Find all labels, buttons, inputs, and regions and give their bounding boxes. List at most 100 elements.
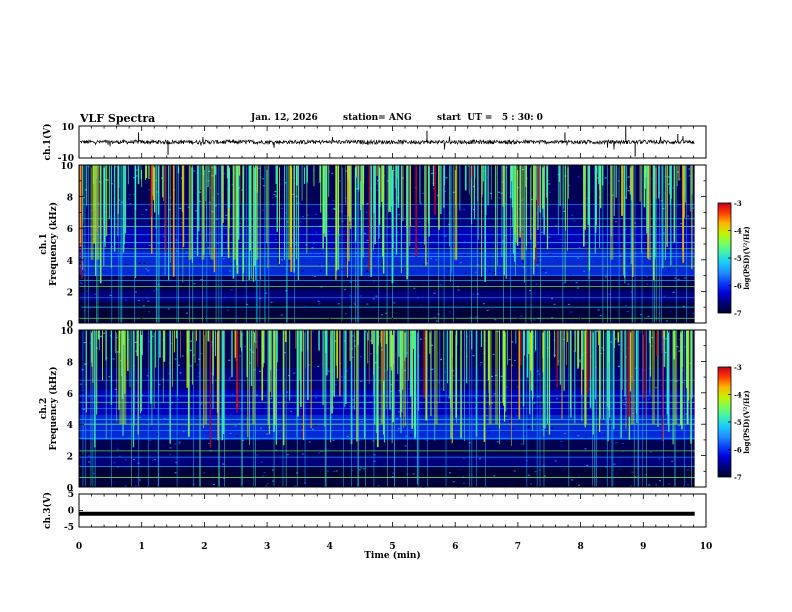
noise-pixel (549, 427, 552, 429)
noise-pixel (107, 470, 110, 472)
noise-pixel (189, 290, 192, 292)
noise-pixel (194, 481, 197, 484)
noise-pixel (265, 485, 268, 487)
noise-pixel (594, 366, 597, 368)
noise-pixel (372, 298, 375, 300)
noise-pixel (472, 297, 475, 299)
noise-pixel (92, 458, 95, 460)
noise-pixel (376, 189, 379, 191)
noise-pixel (663, 295, 666, 297)
noise-pixel (264, 453, 267, 455)
noise-pixel (527, 426, 530, 428)
noise-pixel (176, 399, 179, 401)
noise-pixel (564, 398, 567, 401)
noise-pixel (257, 439, 260, 441)
noise-pixel (564, 468, 567, 470)
noise-pixel (444, 190, 447, 193)
noise-pixel (314, 275, 317, 277)
noise-pixel (473, 232, 476, 234)
noise-pixel (520, 315, 523, 317)
noise-pixel (597, 177, 600, 179)
noise-pixel (447, 397, 450, 399)
noise-pixel (366, 270, 369, 272)
noise-pixel (83, 341, 86, 344)
noise-pixel (163, 417, 166, 420)
noise-pixel (341, 438, 344, 440)
noise-pixel (100, 232, 103, 235)
noise-pixel (656, 440, 659, 442)
noise-pixel (674, 409, 677, 411)
no-data-region (694, 330, 706, 487)
noise-pixel (360, 380, 363, 383)
noise-pixel (503, 463, 506, 465)
noise-pixel (670, 400, 673, 402)
noise-pixel (216, 295, 219, 297)
noise-pixel (310, 219, 313, 221)
noise-pixel (554, 379, 557, 381)
noise-pixel (274, 238, 277, 241)
noise-pixel (617, 180, 620, 182)
noise-pixel (151, 229, 154, 231)
noise-pixel (231, 183, 234, 186)
noise-pixel (508, 358, 511, 361)
noise-pixel (526, 264, 529, 266)
ch3-y-label: ch.3(V) (42, 492, 53, 529)
noise-pixel (567, 412, 570, 415)
frequency-band (79, 466, 695, 487)
noise-pixel (493, 271, 496, 274)
noise-pixel (319, 270, 322, 272)
noise-pixel (114, 388, 117, 391)
noise-pixel (687, 215, 690, 217)
colorbar-tick-label: -7 (734, 473, 742, 482)
noise-pixel (294, 220, 297, 222)
noise-pixel (568, 468, 571, 470)
noise-pixel (623, 404, 626, 406)
noise-pixel (97, 202, 100, 205)
noise-pixel (614, 338, 617, 340)
noise-pixel (294, 238, 297, 240)
noise-pixel (603, 473, 606, 475)
noise-pixel (640, 314, 643, 316)
noise-pixel (343, 313, 346, 316)
noise-pixel (148, 244, 151, 246)
noise-pixel (184, 257, 187, 259)
noise-pixel (672, 408, 675, 410)
noise-pixel (156, 484, 159, 486)
noise-pixel (648, 221, 651, 223)
noise-pixel (645, 411, 648, 413)
x-tick-label: 10 (700, 542, 713, 552)
noise-pixel (401, 268, 404, 270)
noise-pixel (194, 210, 197, 212)
noise-pixel (504, 415, 507, 417)
noise-pixel (87, 462, 90, 465)
noise-pixel (524, 442, 527, 444)
noise-pixel (303, 319, 306, 321)
noise-pixel (534, 470, 537, 473)
noise-pixel (559, 238, 562, 241)
noise-pixel (372, 283, 375, 285)
noise-pixel (425, 206, 428, 208)
noise-pixel (502, 430, 505, 432)
noise-pixel (401, 311, 404, 313)
noise-pixel (684, 413, 687, 415)
noise-pixel (472, 474, 475, 476)
noise-pixel (199, 191, 202, 193)
colorbar-tick-label: -3 (734, 363, 742, 372)
noise-pixel (217, 193, 220, 195)
noise-pixel (479, 458, 482, 460)
noise-pixel (497, 257, 500, 260)
noise-pixel (261, 475, 264, 477)
noise-pixel (511, 428, 514, 430)
noise-pixel (685, 442, 688, 444)
colorbar-tick-label: -5 (734, 418, 742, 427)
noise-pixel (256, 462, 259, 464)
noise-pixel (667, 269, 670, 271)
noise-pixel (319, 472, 322, 475)
noise-pixel (491, 204, 494, 206)
noise-pixel (205, 389, 208, 392)
noise-pixel (181, 457, 184, 459)
noise-pixel (394, 331, 397, 333)
noise-pixel (384, 219, 387, 221)
noise-pixel (581, 449, 584, 451)
noise-pixel (452, 375, 455, 377)
